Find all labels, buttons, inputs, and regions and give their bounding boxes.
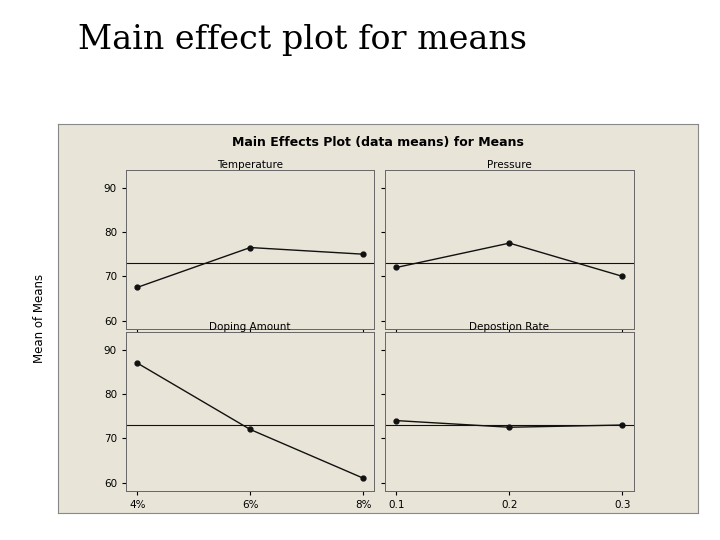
Text: Pressure: Pressure xyxy=(487,160,532,170)
Text: Depostion Rate: Depostion Rate xyxy=(469,322,549,332)
Text: Temperature: Temperature xyxy=(217,160,283,170)
Text: Main Effects Plot (data means) for Means: Main Effects Plot (data means) for Means xyxy=(232,136,524,149)
Text: Mean of Means: Mean of Means xyxy=(33,274,46,363)
Text: Main effect plot for means: Main effect plot for means xyxy=(78,24,527,56)
Text: Doping Amount: Doping Amount xyxy=(210,322,291,332)
